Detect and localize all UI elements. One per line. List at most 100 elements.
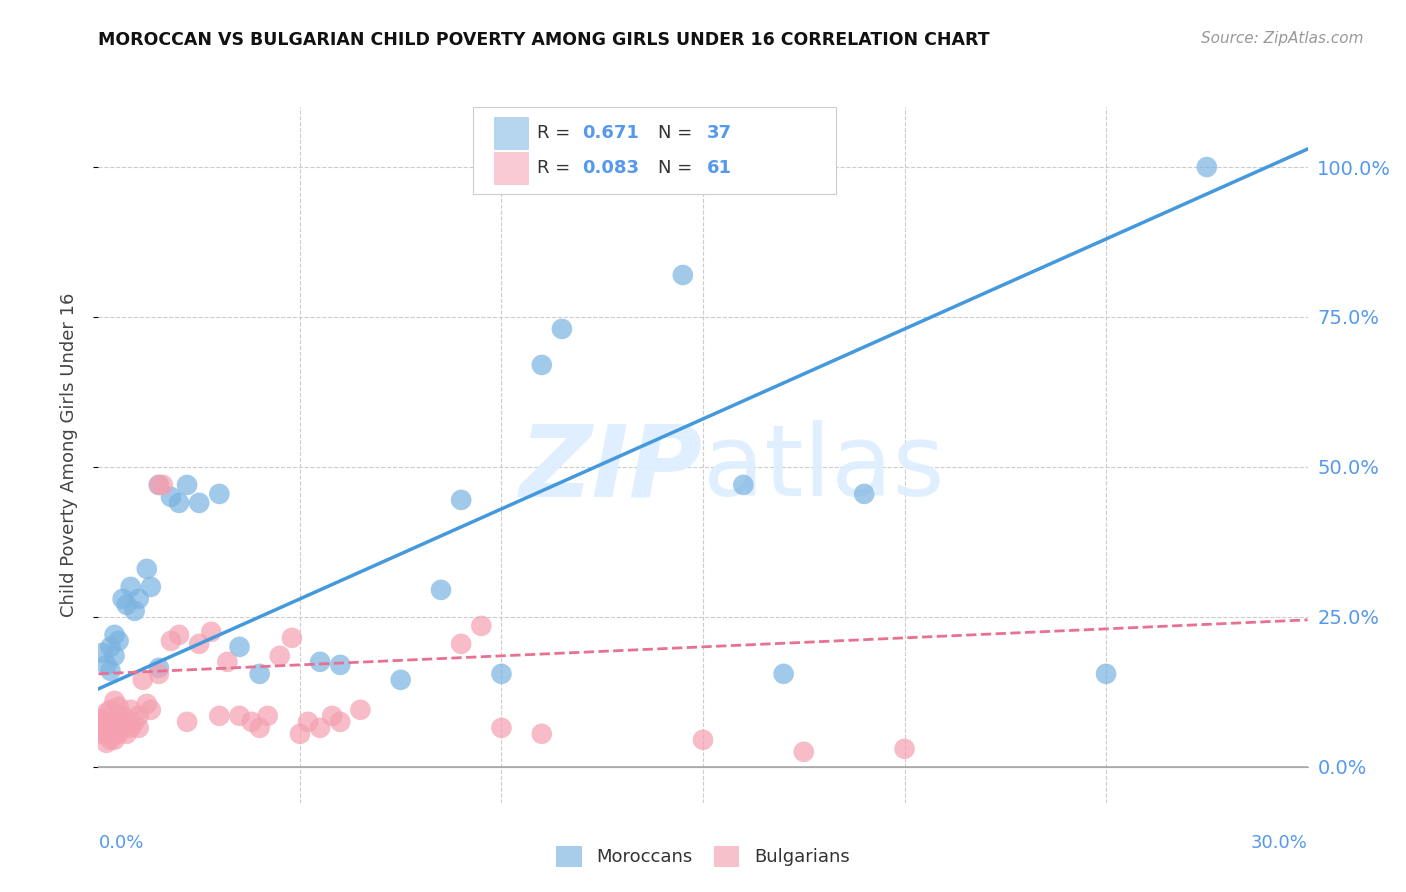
Point	[100, 714, 122, 729]
Point	[491, 721, 513, 735]
Point	[208, 708, 231, 723]
Point	[148, 478, 170, 492]
Point	[107, 708, 129, 723]
Y-axis label: Child Poverty Among Girls Under 16: Child Poverty Among Girls Under 16	[59, 293, 77, 617]
Text: 61: 61	[707, 159, 731, 178]
Point	[1195, 160, 1218, 174]
Point	[103, 628, 125, 642]
Point	[107, 727, 129, 741]
Text: atlas: atlas	[703, 420, 945, 517]
Point	[176, 478, 198, 492]
Text: 30.0%: 30.0%	[1251, 834, 1308, 852]
Text: 37: 37	[707, 124, 731, 142]
Point	[200, 624, 222, 639]
Point	[160, 490, 183, 504]
Text: ZIP: ZIP	[520, 420, 703, 517]
Point	[107, 699, 129, 714]
Point	[692, 732, 714, 747]
Point	[103, 648, 125, 663]
FancyBboxPatch shape	[494, 117, 527, 149]
Legend: Moroccans, Bulgarians: Moroccans, Bulgarians	[550, 838, 856, 874]
Point	[470, 619, 492, 633]
Point	[389, 673, 412, 687]
Point	[349, 703, 371, 717]
Point	[111, 721, 134, 735]
Point	[115, 714, 138, 729]
Point	[148, 478, 170, 492]
Point	[256, 708, 278, 723]
Point	[96, 706, 118, 720]
Point	[91, 712, 114, 726]
Point	[91, 727, 114, 741]
Point	[128, 721, 150, 735]
Point	[100, 727, 122, 741]
Point	[135, 697, 157, 711]
Point	[115, 598, 138, 612]
Point	[450, 492, 472, 507]
Point	[793, 745, 815, 759]
Point	[491, 666, 513, 681]
Point	[188, 496, 211, 510]
Point	[128, 591, 150, 606]
Point	[208, 487, 231, 501]
Point	[228, 640, 250, 654]
Point	[152, 478, 174, 492]
Point	[96, 736, 118, 750]
Point	[329, 657, 352, 672]
Point	[120, 580, 142, 594]
Point	[107, 721, 129, 735]
Point	[160, 633, 183, 648]
Text: MOROCCAN VS BULGARIAN CHILD POVERTY AMONG GIRLS UNDER 16 CORRELATION CHART: MOROCCAN VS BULGARIAN CHILD POVERTY AMON…	[98, 31, 990, 49]
Point	[672, 268, 695, 282]
Point	[128, 708, 150, 723]
Text: 0.083: 0.083	[582, 159, 640, 178]
Point	[91, 714, 114, 729]
Point	[148, 666, 170, 681]
Point	[103, 732, 125, 747]
Point	[249, 666, 271, 681]
Point	[96, 657, 118, 672]
Point	[430, 582, 453, 597]
Text: 0.0%: 0.0%	[98, 834, 143, 852]
Text: R =: R =	[537, 159, 576, 178]
Point	[115, 727, 138, 741]
Point	[167, 496, 190, 510]
Point	[1095, 666, 1118, 681]
Point	[269, 648, 291, 663]
FancyBboxPatch shape	[494, 153, 527, 184]
Point	[111, 708, 134, 723]
Point	[103, 714, 125, 729]
Point	[91, 646, 114, 660]
Point	[96, 727, 118, 741]
Point	[530, 358, 553, 372]
Point	[135, 562, 157, 576]
Point	[228, 708, 250, 723]
Text: R =: R =	[537, 124, 576, 142]
Point	[103, 721, 125, 735]
Point	[551, 322, 574, 336]
Point	[772, 666, 794, 681]
Point	[188, 637, 211, 651]
Point	[240, 714, 263, 729]
Point	[249, 721, 271, 735]
Point	[132, 673, 155, 687]
Point	[100, 664, 122, 678]
Point	[91, 721, 114, 735]
Point	[309, 721, 332, 735]
Point	[100, 703, 122, 717]
Point	[217, 655, 239, 669]
Point	[120, 721, 142, 735]
Point	[281, 631, 304, 645]
Point	[107, 633, 129, 648]
Point	[167, 628, 190, 642]
Point	[853, 487, 876, 501]
Text: 0.671: 0.671	[582, 124, 638, 142]
Point	[450, 637, 472, 651]
Point	[297, 714, 319, 729]
Point	[100, 640, 122, 654]
Point	[120, 703, 142, 717]
Point	[321, 708, 343, 723]
Point	[329, 714, 352, 729]
Point	[176, 714, 198, 729]
Point	[103, 694, 125, 708]
